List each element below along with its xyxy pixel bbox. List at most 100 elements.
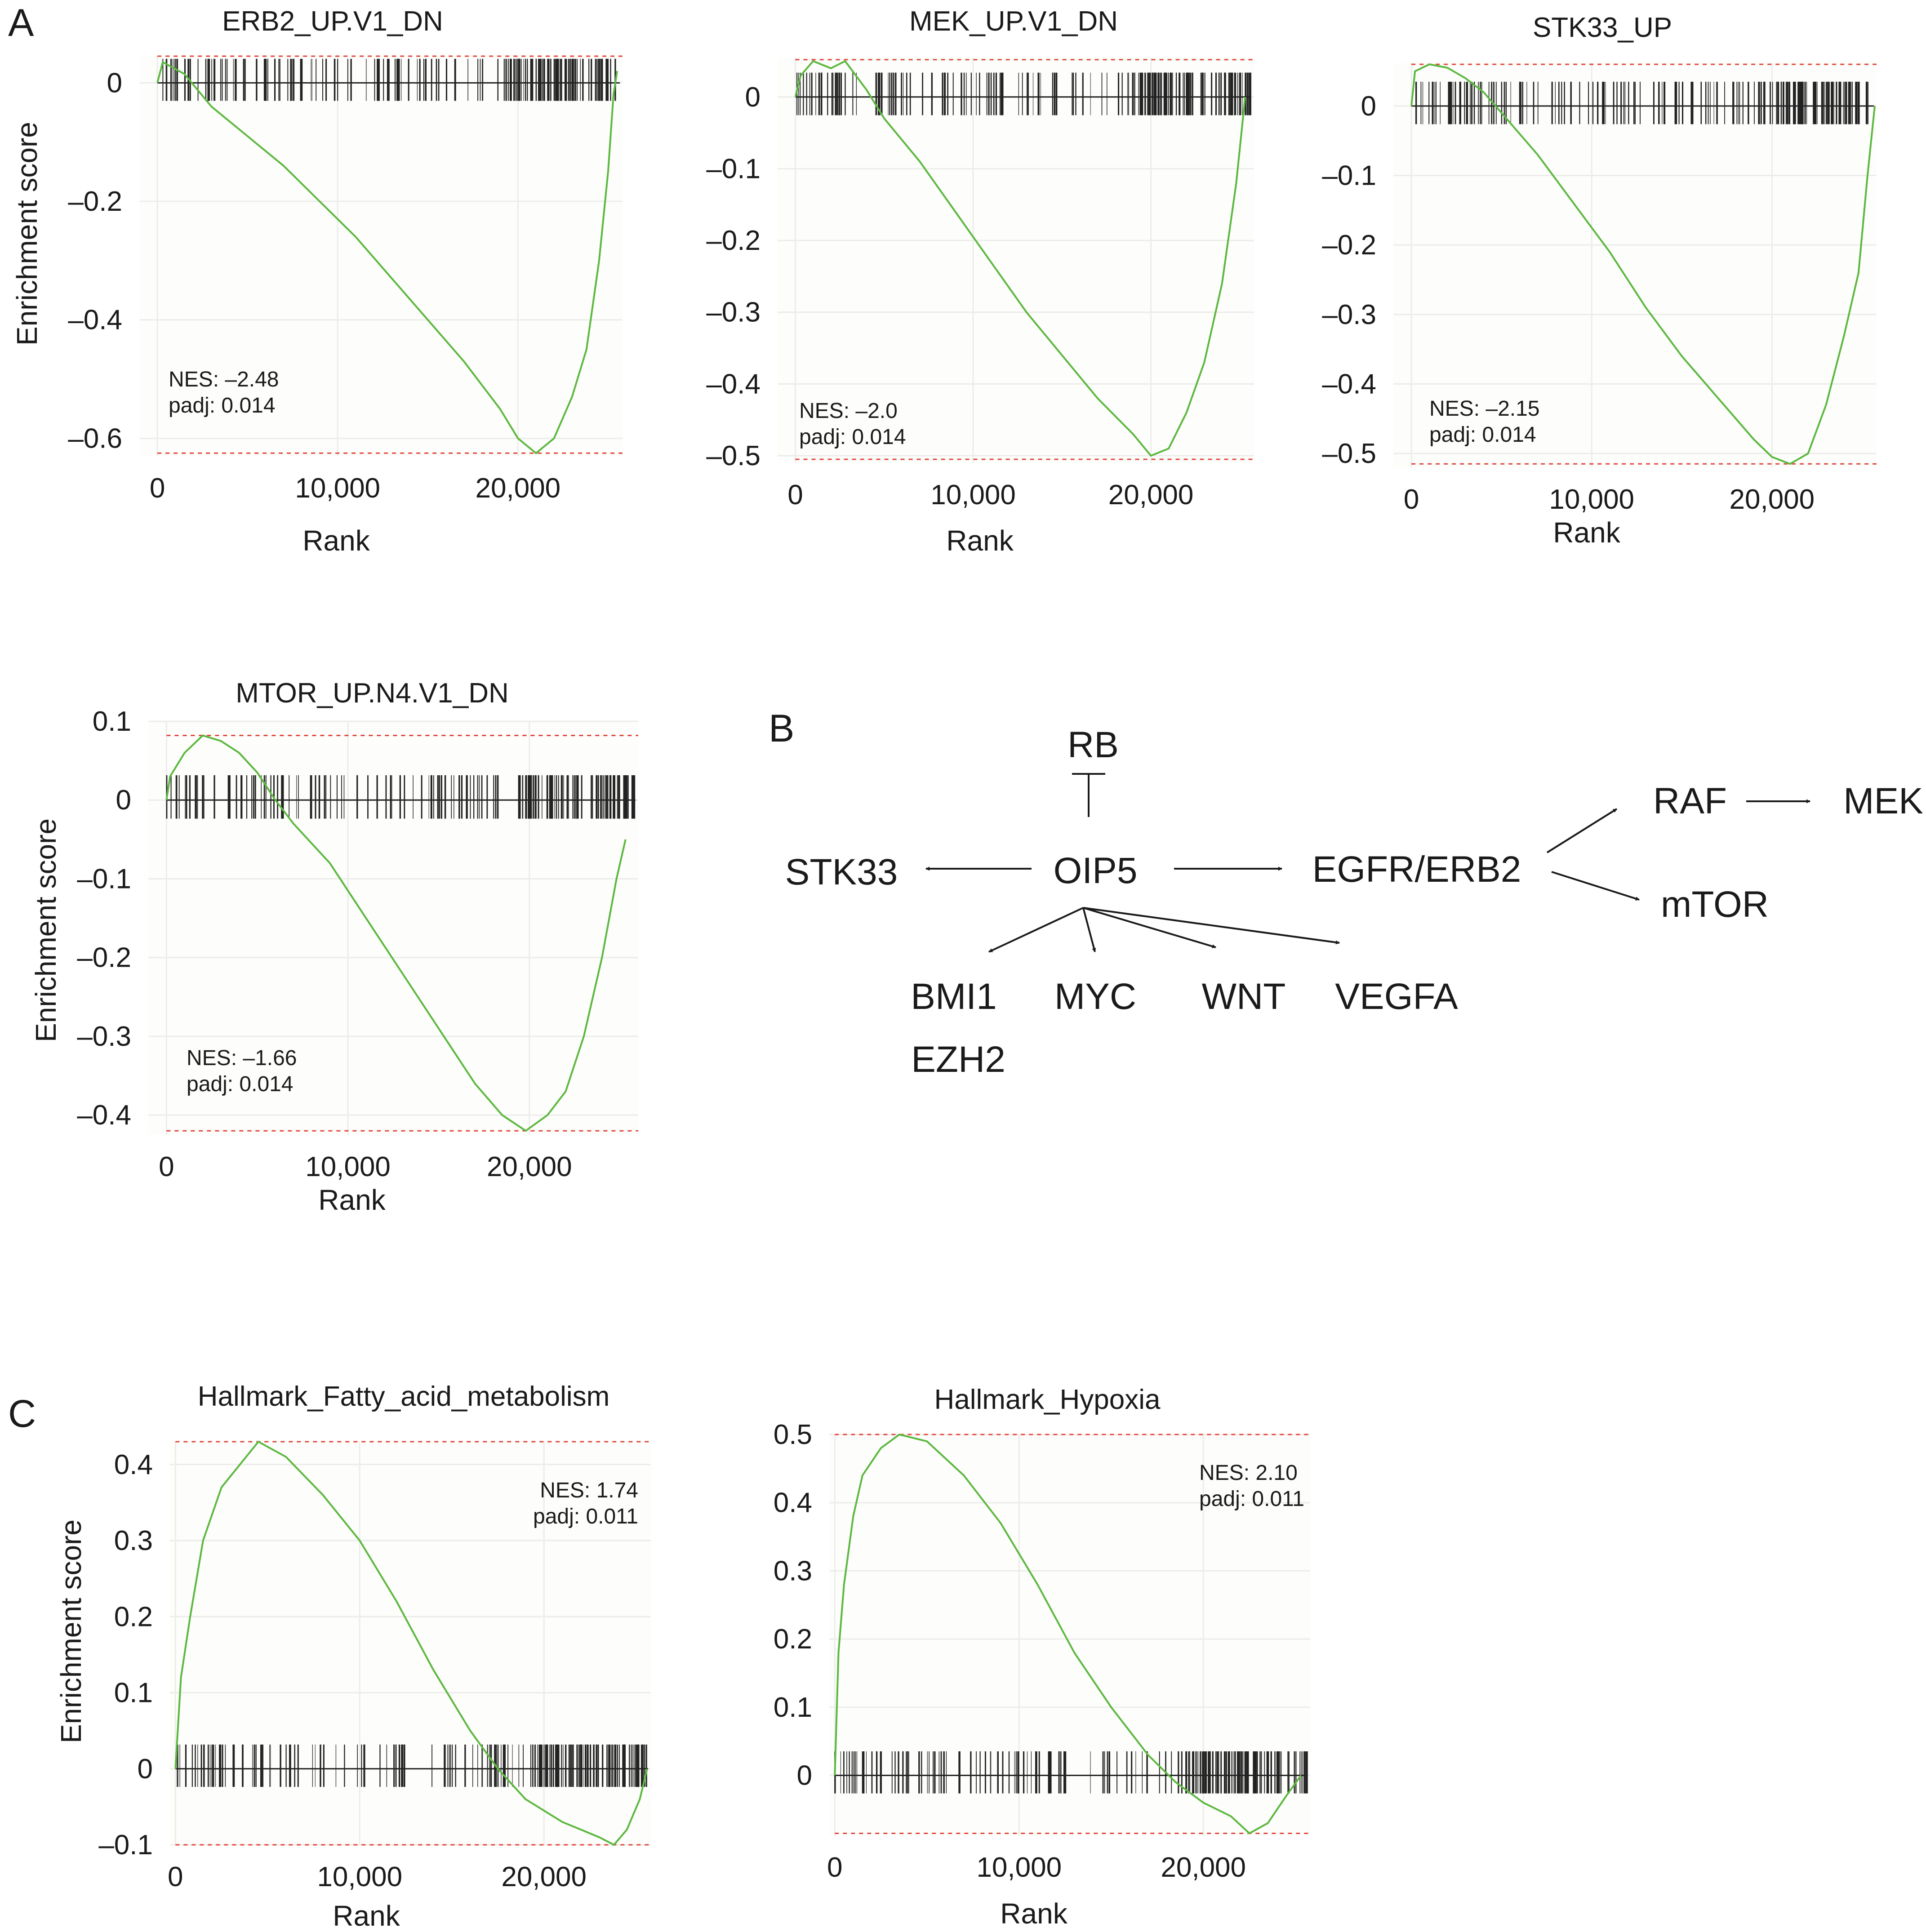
y-axis-label: Enrichment score — [30, 818, 62, 1042]
y-tick-label: –0.1 — [1322, 160, 1376, 191]
edge-oip5-bmi1 — [988, 907, 1084, 953]
hit-ticks — [796, 72, 1251, 115]
x-tick-label: 0 — [1404, 484, 1419, 515]
es-curve — [174, 1440, 648, 1846]
y-tick-label: –0.2 — [706, 225, 761, 256]
x-tick-label: 20,000 — [1161, 1852, 1246, 1883]
hit-ticks — [1415, 81, 1869, 124]
x-axis-label: Rank — [946, 524, 1014, 557]
node-rb: RB — [1068, 724, 1119, 765]
padj-label: padj: 0.014 — [1429, 423, 1536, 447]
y-tick-label: 0.3 — [774, 1555, 812, 1586]
es-curve — [156, 61, 618, 454]
padj-label: padj: 0.014 — [187, 1072, 294, 1096]
node-ezh2: EZH2 — [911, 1039, 1005, 1080]
x-axis-label: Rank — [318, 1184, 386, 1216]
chart-stk33: STK33_UP 0 –0.1 –0.2 –0.3 –0.4 –0.5 0 10,000 20… — [1322, 12, 1877, 549]
x-tick-labels: 0 10,000 20,000 — [787, 480, 1193, 511]
y-tick-label: –0.3 — [1322, 299, 1376, 330]
y-tick-label: 0.1 — [774, 1692, 812, 1723]
edge-oip5-vegfa — [1083, 907, 1340, 945]
node-raf: RAF — [1653, 781, 1727, 822]
chart-title: MTOR_UP.N4.V1_DN — [236, 678, 509, 709]
pathway-diagram: RB OIP5 STK33 EGFR/ERB2 RAF MEK mTOR BMI… — [785, 724, 1923, 1080]
x-axis-label: Rank — [302, 524, 370, 557]
edge-oip5-wnt — [1083, 907, 1216, 948]
padj-label: padj: 0.011 — [533, 1505, 638, 1528]
chart-title: MEK_UP.V1_DN — [909, 6, 1118, 37]
x-tick-label: 0 — [159, 1151, 174, 1182]
chart-erb2: ERB2_UP.V1_DN 0 –0.2 –0.4 –0.6 0 10,000 20,00… — [11, 6, 623, 557]
node-wnt: WNT — [1202, 976, 1286, 1017]
chart-mek: MEK_UP.V1_DN 0 –0.1 –0.2 –0.3 –0.4 –0.5 0 10,0… — [706, 6, 1254, 557]
plot-area — [139, 56, 623, 456]
y-tick-label: –0.3 — [706, 297, 761, 328]
node-mek: MEK — [1843, 781, 1923, 822]
es-curve — [1410, 63, 1876, 465]
x-tick-label: 10,000 — [305, 1151, 391, 1182]
x-tick-label: 0 — [150, 473, 165, 504]
y-tick-label: 0.1 — [93, 706, 131, 737]
x-tick-label: 10,000 — [930, 480, 1016, 511]
y-tick-labels: 0 –0.2 –0.4 –0.6 — [68, 67, 122, 454]
edge-rb-inhibits-oip5 — [1072, 773, 1105, 817]
y-tick-label: –0.2 — [68, 186, 122, 217]
x-tick-label: 10,000 — [317, 1861, 402, 1892]
nes-label: NES: –2.0 — [799, 399, 898, 423]
plot-area — [1393, 63, 1877, 467]
hit-ticks — [177, 1744, 647, 1787]
edge-egfr-mtor — [1551, 871, 1640, 901]
y-tick-label: –0.3 — [77, 1021, 131, 1052]
y-tick-label: 0.2 — [114, 1601, 153, 1632]
y-axis-label: Enrichment score — [55, 1519, 87, 1743]
plot-area — [778, 58, 1254, 463]
x-axis-label: Rank — [333, 1900, 400, 1932]
edge-egfr-raf — [1546, 808, 1618, 853]
gridlines — [778, 58, 1254, 463]
node-stk33: STK33 — [785, 852, 898, 893]
node-vegfa: VEGFA — [1335, 976, 1458, 1017]
y-tick-label: –0.1 — [706, 153, 761, 184]
x-tick-label: 20,000 — [476, 473, 561, 504]
y-tick-label: –0.4 — [68, 305, 122, 336]
chart-title: Hallmark_Hypoxia — [934, 1384, 1161, 1415]
padj-label: padj: 0.014 — [169, 394, 276, 417]
nes-label: NES: 2.10 — [1199, 1461, 1298, 1485]
es-curve — [834, 1433, 1302, 1834]
y-tick-label: 0.1 — [114, 1678, 153, 1709]
y-tick-label: 0.4 — [774, 1488, 812, 1519]
node-bmi1: BMI1 — [911, 976, 996, 1017]
y-tick-label: 0.4 — [114, 1449, 153, 1480]
y-tick-label: 0.5 — [774, 1419, 812, 1450]
panel-letter-c: C — [8, 1392, 36, 1435]
x-tick-label: 20,000 — [501, 1861, 587, 1892]
y-tick-label: –0.5 — [1322, 438, 1376, 469]
y-tick-label: –0.2 — [1322, 230, 1376, 261]
y-tick-labels: 0.1 0 –0.1 –0.2 –0.3 –0.4 — [77, 706, 131, 1131]
y-tick-label: 0 — [797, 1760, 812, 1791]
y-tick-label: 0 — [138, 1754, 153, 1785]
padj-label: padj: 0.011 — [1199, 1487, 1304, 1511]
chart-mtor: MTOR_UP.N4.V1_DN 0.1 0 –0.1 –0.2 –0.3 –0.4 0 1… — [30, 678, 638, 1216]
y-tick-label: –0.2 — [77, 942, 131, 973]
panel-letter-b: B — [769, 707, 794, 750]
y-tick-label: –0.5 — [706, 440, 761, 471]
y-axis-label: Enrichment score — [11, 122, 43, 346]
y-tick-label: –0.4 — [1322, 369, 1376, 400]
x-tick-label: 10,000 — [976, 1852, 1062, 1883]
y-tick-label: 0 — [745, 82, 761, 113]
x-tick-labels: 0 10,000 20,000 — [159, 1151, 572, 1182]
nes-label: NES: –1.66 — [187, 1046, 297, 1070]
nes-label: NES: 1.74 — [540, 1479, 638, 1502]
y-tick-label: –0.6 — [68, 423, 122, 454]
chart-title: ERB2_UP.V1_DN — [222, 6, 443, 37]
y-tick-label: 0 — [116, 785, 131, 816]
x-tick-label: 20,000 — [1730, 484, 1815, 515]
y-tick-label: –0.1 — [98, 1830, 153, 1861]
y-tick-labels: 0.4 0.3 0.2 0.1 0 –0.1 — [98, 1449, 153, 1861]
y-tick-labels: 0.5 0.4 0.3 0.2 0.1 0 — [774, 1419, 812, 1791]
node-oip5: OIP5 — [1054, 850, 1138, 891]
x-tick-label: 20,000 — [1108, 480, 1194, 511]
nes-label: NES: –2.48 — [169, 368, 279, 391]
